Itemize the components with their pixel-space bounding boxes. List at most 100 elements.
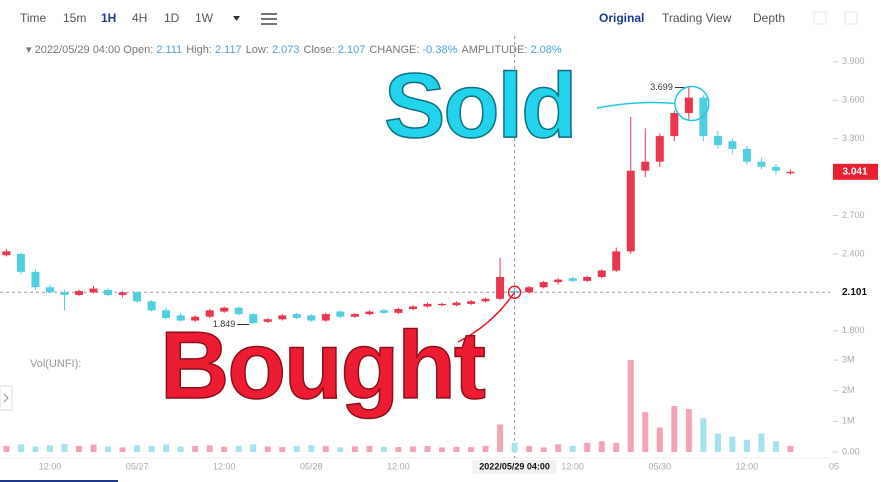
candle-body <box>684 97 693 114</box>
candle-body <box>452 302 461 306</box>
y-tick-label: 2M <box>842 385 855 395</box>
y-tick-label: 2.700 <box>842 210 865 220</box>
x-tick-label: 12:00 <box>387 461 410 471</box>
sold-pointer <box>596 101 675 109</box>
info-date: 2022/05/29 04:00 <box>34 44 121 56</box>
x-tick-label: 12:00 <box>561 461 584 471</box>
y-tick-label: 3.300 <box>842 133 865 143</box>
volume-bar <box>656 427 663 452</box>
volume-bar <box>584 442 591 452</box>
volume-bar <box>293 445 300 452</box>
bought-pointer <box>457 291 516 343</box>
view-tab[interactable]: Depth <box>753 11 786 25</box>
volume-bar <box>424 445 431 452</box>
volume-bar <box>729 436 736 452</box>
candle-body <box>612 251 621 271</box>
y-tick-label: 2.400 <box>842 248 865 258</box>
volume-bar <box>322 446 329 452</box>
candle-body <box>554 279 563 283</box>
candle-body <box>568 278 577 281</box>
volume-bar <box>119 447 126 452</box>
candle-body <box>205 310 214 317</box>
volume-bar <box>497 424 504 452</box>
volume-bar <box>148 445 155 452</box>
view-tab[interactable]: Trading View <box>662 11 732 25</box>
volume-bar <box>105 446 112 452</box>
candle-body <box>336 311 345 317</box>
info-label: Close: <box>303 44 335 56</box>
x-tick-label: 12:00 <box>213 461 236 471</box>
volume-bar <box>351 446 358 452</box>
candle-body <box>583 276 592 281</box>
volume-title: Vol(UNFI): <box>30 358 81 370</box>
volume-bar <box>134 445 141 452</box>
volume-bar <box>627 360 634 452</box>
info-bar: ▾ 2022/05/29 04:00 Open: 2.111 High: 2.11… <box>26 44 562 56</box>
info-label: High: <box>186 44 212 56</box>
volume-bar <box>758 433 765 452</box>
side-toggle[interactable] <box>0 385 13 411</box>
candle-body <box>496 276 505 299</box>
volume-bar <box>192 445 199 452</box>
candle-body <box>176 315 185 321</box>
bought-annotation: Bought <box>160 312 485 419</box>
candle-body <box>147 301 156 311</box>
info-value: -0.38% <box>422 44 458 56</box>
interval-tab[interactable]: 4H <box>132 11 148 25</box>
y-tick-label: 3.600 <box>842 95 865 105</box>
info-value: 2.107 <box>337 44 366 56</box>
x-label-highlight <box>472 460 557 474</box>
volume-bar <box>250 444 257 452</box>
candle-body <box>31 271 40 288</box>
sold-annotation: Sold <box>384 55 575 157</box>
candle-body <box>162 310 171 318</box>
volume-bar <box>453 446 460 452</box>
candle-body <box>510 290 519 292</box>
candle-body <box>234 307 243 315</box>
volume-bar <box>76 445 82 452</box>
volume-bar <box>642 412 649 452</box>
info-value: 2.111 <box>156 44 183 56</box>
volume-bar <box>279 447 286 452</box>
x-tick-label: 12:00 <box>39 461 62 471</box>
candle-body <box>438 303 446 306</box>
volume-bar <box>3 445 10 452</box>
candle-body <box>525 287 534 293</box>
volume-bar <box>569 445 576 452</box>
candle-body <box>408 306 417 310</box>
candle-body <box>249 314 258 324</box>
volume-bar <box>17 444 24 452</box>
y-tick-label: 1.800 <box>842 325 865 335</box>
candle-body <box>75 291 83 295</box>
info-label: CHANGE: <box>369 44 420 56</box>
interval-tab[interactable]: Time <box>20 11 47 25</box>
interval-tab[interactable]: 1H <box>101 11 117 25</box>
candle-body <box>365 311 374 315</box>
view-tab[interactable]: Original <box>599 11 645 25</box>
info-label: Open: <box>123 44 154 56</box>
interval-tab[interactable]: 1D <box>164 11 180 25</box>
crosshair-price: 2.101 <box>842 287 867 298</box>
x-tick-label: 05/28 <box>300 461 323 471</box>
candle-body <box>133 292 142 302</box>
volume-bar <box>613 442 620 452</box>
grid-icon[interactable] <box>844 11 858 25</box>
fullscreen-icon[interactable] <box>813 11 827 25</box>
volume-bar <box>700 418 707 452</box>
candle-body <box>2 251 11 256</box>
interval-tab[interactable]: 15m <box>63 11 87 25</box>
volume-bar <box>46 445 53 452</box>
info-label: Low: <box>245 44 269 56</box>
candle-body <box>278 315 287 320</box>
candle-body <box>742 148 751 162</box>
interval-tab[interactable]: 1W <box>195 11 213 25</box>
candle-body <box>263 319 272 322</box>
y-tick-label: 3.900 <box>842 56 865 66</box>
volume-bar <box>395 447 402 452</box>
candle-body <box>626 170 635 252</box>
volume-bar <box>264 446 271 452</box>
candle-body <box>655 136 664 162</box>
volume-bar <box>308 445 315 452</box>
candle-body <box>423 303 432 307</box>
candle-body <box>191 316 200 321</box>
